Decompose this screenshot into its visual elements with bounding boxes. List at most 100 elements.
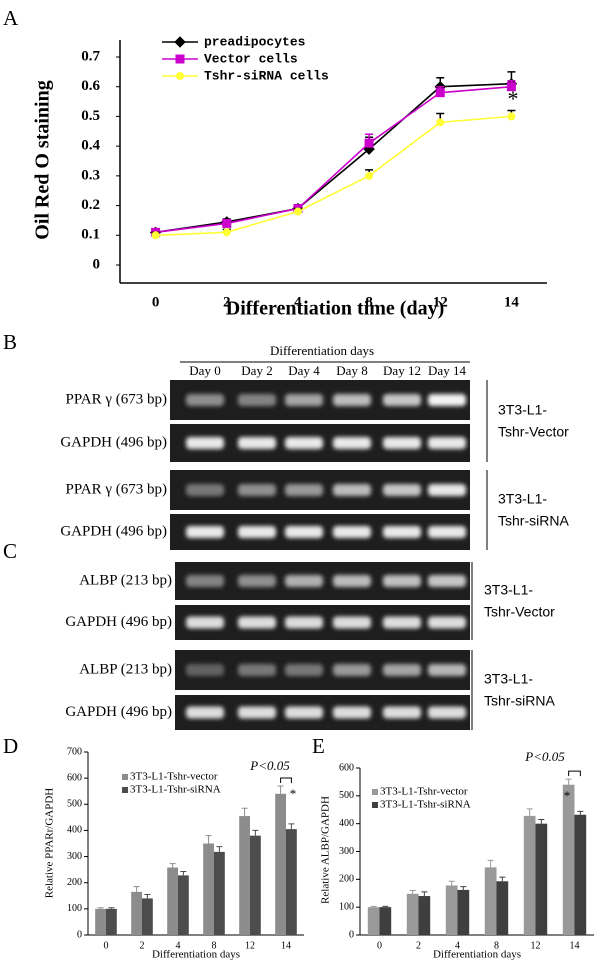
cell-line-label: 3T3-L1- [498, 402, 547, 418]
x-tick-label: 8 [494, 940, 499, 951]
x-tick-label: 4 [455, 940, 460, 951]
x-tick-label: 14 [281, 940, 291, 951]
y-tick-label: 300 [339, 846, 354, 857]
bar [523, 815, 536, 935]
bar [250, 835, 261, 935]
y-tick-label: 400 [339, 818, 354, 829]
y-tick-label: 300 [67, 851, 82, 862]
bar [379, 907, 392, 935]
row-label: GAPDH (496 bp) [60, 523, 167, 539]
gel-band [333, 664, 371, 676]
x-tick-label: 12 [531, 940, 541, 951]
bar [457, 889, 470, 935]
gel-band [428, 575, 466, 587]
y-tick-label: 200 [67, 877, 82, 888]
lane-label: Day 8 [336, 363, 367, 378]
row-label: ALBP (213 bp) [79, 661, 172, 677]
lane-label: Day 12 [383, 363, 421, 378]
row-label: GAPDH (496 bp) [60, 434, 167, 450]
error-bar [499, 876, 506, 882]
error-bar [288, 823, 295, 830]
x-tick-label: 2 [416, 940, 421, 951]
annotation: P<0.05 [249, 758, 290, 773]
cell-line-label: Tshr-siRNA [498, 513, 569, 529]
marker [436, 118, 445, 127]
gel-band [333, 526, 371, 538]
row-label: GAPDH (496 bp) [65, 614, 172, 630]
marker [435, 88, 445, 98]
y-tick-label: 0.3 [81, 167, 100, 183]
gel-band [186, 526, 224, 538]
gel-band [186, 706, 224, 719]
bar [535, 823, 548, 935]
series-line [155, 115, 512, 237]
lane-label: Day 2 [241, 363, 272, 378]
error-bar [97, 907, 104, 909]
bar [445, 885, 458, 935]
gel-band [383, 484, 421, 496]
gel-band [285, 575, 323, 587]
y-tick-label: 600 [339, 762, 354, 773]
row-label: GAPDH (496 bp) [65, 704, 172, 720]
annotation: P<0.05 [524, 749, 565, 764]
gel-band [285, 394, 323, 406]
y-tick-label: 0.2 [81, 197, 100, 213]
x-tick-label: 12 [433, 294, 448, 310]
panel-label: B [3, 330, 17, 354]
y-tick-label: 600 [67, 772, 82, 783]
gel-band [285, 706, 323, 719]
bar [496, 881, 509, 935]
gel-band [383, 394, 421, 406]
bar [214, 851, 225, 935]
gel-band [428, 664, 466, 676]
gel-band [285, 437, 323, 449]
marker [293, 207, 302, 216]
gel-band [186, 664, 224, 676]
bracket [568, 770, 581, 777]
gel-band [383, 437, 421, 449]
cell-line-label: 3T3-L1- [484, 582, 533, 598]
gel-band [428, 526, 466, 538]
x-tick-label: 2 [140, 940, 145, 951]
lane-label: Day 14 [428, 363, 466, 378]
gel-band [428, 484, 466, 496]
gel-header: Differentiation days [270, 343, 374, 358]
x-tick-label: 0 [377, 940, 382, 951]
bar [367, 907, 380, 935]
cell-line-label: 3T3-L1- [498, 491, 547, 507]
legend-swatch [372, 789, 378, 795]
legend-swatch [122, 774, 128, 780]
bar [286, 829, 297, 935]
error-bar [277, 785, 284, 794]
y-tick-label: 0.5 [81, 108, 100, 124]
gel-band [238, 526, 276, 538]
y-tick-label: 0.4 [81, 138, 100, 154]
y-tick-label: 0 [77, 929, 82, 940]
panel-label: A [3, 6, 19, 30]
y-tick-label: 100 [339, 901, 354, 912]
row-label: PPAR γ (673 bp) [65, 391, 167, 407]
series-line [155, 85, 512, 234]
error-bar [108, 907, 115, 909]
gel-band [186, 616, 224, 629]
y-tick-label: 700 [67, 746, 82, 757]
lane-label: Day 4 [288, 363, 320, 378]
legend-swatch [122, 787, 128, 793]
marker [364, 138, 374, 148]
y-tick-label: 0 [349, 929, 354, 940]
annotation: * [564, 788, 571, 803]
error-bar [487, 859, 494, 868]
marker [222, 228, 231, 237]
x-tick-label: 0 [152, 294, 160, 310]
marker [507, 112, 516, 121]
y-axis-label: Relative ALBP/GAPDH [320, 796, 332, 904]
error-bar [216, 846, 223, 852]
x-tick-label: 4 [294, 294, 302, 310]
y-tick-label: 0.6 [81, 78, 100, 94]
bar [203, 843, 214, 935]
bar [406, 893, 419, 935]
bar [275, 793, 286, 935]
cell-line-label: Tshr-Vector [484, 604, 555, 620]
x-axis-label: Differentiation time (day) [226, 298, 444, 320]
